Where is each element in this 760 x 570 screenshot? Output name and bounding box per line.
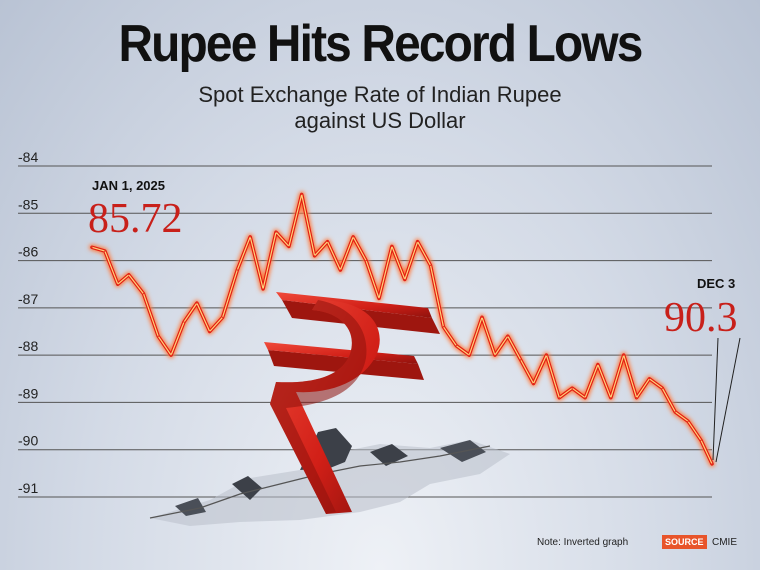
data-point: [142, 293, 145, 295]
data-point: [222, 316, 224, 318]
y-tick-label: -89: [18, 385, 38, 401]
data-point: [288, 245, 290, 247]
start-date-label: JAN 1, 2025: [92, 178, 165, 193]
data-point: [648, 378, 651, 380]
data-point: [687, 420, 689, 422]
data-point: [275, 231, 277, 233]
inverted-note: Note: Inverted graph: [537, 537, 629, 548]
y-tick-label: -91: [18, 480, 38, 496]
y-tick-label: -88: [18, 338, 38, 354]
data-point: [417, 241, 419, 243]
data-point: [442, 326, 444, 328]
data-point: [661, 387, 663, 389]
y-tick-label: -85: [18, 196, 38, 212]
data-point: [339, 269, 341, 271]
data-point: [711, 463, 713, 465]
rupee-symbol-graphic: [264, 292, 440, 514]
data-point: [481, 316, 483, 318]
data-point: [610, 397, 612, 399]
data-point: [170, 354, 172, 356]
data-point: [455, 345, 457, 347]
subtitle-line-2: against US Dollar: [294, 108, 466, 133]
end-date-label: DEC 3: [697, 276, 735, 291]
data-point: [597, 364, 599, 366]
data-point: [545, 354, 548, 356]
data-point: [326, 241, 329, 243]
end-value-label: 90.3: [664, 295, 738, 341]
data-point: [635, 397, 638, 399]
end-leader-line: [712, 337, 719, 461]
data-point: [378, 297, 380, 299]
start-value-label: 85.72: [88, 196, 183, 242]
data-point: [494, 354, 496, 356]
data-point: [365, 259, 367, 262]
data-point: [301, 193, 303, 195]
data-point: [249, 236, 251, 238]
y-tick-label: -90: [18, 433, 38, 449]
chart-title: Rupee Hits Record Lows: [118, 15, 643, 73]
series-line: [89, 191, 715, 467]
y-tick-label: -86: [18, 244, 38, 260]
data-point: [429, 264, 432, 266]
data-point: [700, 439, 702, 441]
data-point: [314, 255, 316, 257]
data-point: [623, 354, 625, 356]
data-point: [571, 387, 573, 389]
data-point: [91, 246, 93, 248]
subtitle-line-1: Spot Exchange Rate of Indian Rupee: [198, 82, 562, 107]
data-point: [520, 359, 522, 361]
end-leader-line-2: [715, 337, 741, 463]
data-point: [404, 278, 406, 281]
y-tick-label: -87: [18, 291, 38, 307]
data-point: [236, 269, 238, 271]
data-point: [104, 250, 106, 252]
data-point: [117, 283, 119, 285]
data-point: [157, 335, 159, 337]
data-point: [352, 236, 354, 238]
data-point: [584, 397, 586, 399]
data-point: [196, 302, 198, 304]
data-point: [209, 330, 211, 333]
source-badge: SOURCE: [662, 535, 707, 549]
data-point: [262, 288, 264, 290]
y-tick-label: -84: [18, 149, 38, 165]
chart-subtitle: Spot Exchange Rate of Indian Rupee again…: [0, 82, 760, 134]
y-axis-ticks: -84 -85 -86 -87 -88 -89 -90 -91: [18, 149, 38, 496]
data-point: [468, 354, 470, 356]
data-point: [128, 274, 130, 276]
data-point: [674, 411, 676, 413]
data-point: [507, 335, 509, 337]
source-name: CMIE: [712, 537, 737, 548]
data-point: [183, 321, 185, 323]
data-point: [558, 397, 560, 399]
data-point: [532, 382, 535, 385]
data-point: [391, 245, 393, 247]
